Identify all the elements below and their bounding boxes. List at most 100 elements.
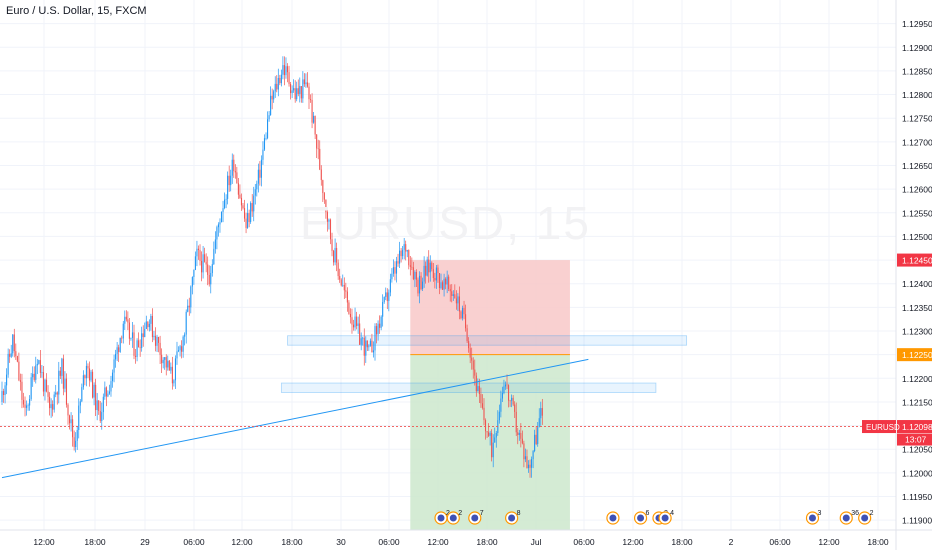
- candle-body: [167, 360, 169, 368]
- candle-body: [214, 239, 216, 249]
- event-markers[interactable]: 22786243362: [434, 510, 874, 525]
- candle-body: [7, 353, 9, 375]
- trendline[interactable]: [1, 358, 589, 479]
- candle-body: [445, 278, 447, 285]
- candle-body: [308, 86, 310, 100]
- candle-body: [399, 250, 401, 264]
- candle-body: [293, 88, 295, 91]
- candle-body: [314, 115, 316, 135]
- candle-body: [460, 311, 462, 319]
- candle-body: [372, 350, 375, 353]
- candle-body: [412, 267, 414, 280]
- candle-body: [465, 314, 467, 329]
- time-tick-label: 06:00: [183, 537, 205, 547]
- candle-body: [16, 356, 18, 362]
- candle-body: [113, 359, 115, 373]
- candle-body: [391, 273, 393, 280]
- candle-body: [535, 434, 537, 445]
- candle-body: [271, 95, 273, 100]
- candle-body: [105, 387, 107, 397]
- candle-body: [333, 250, 335, 263]
- candle-body: [435, 267, 437, 281]
- candle-body: [76, 429, 78, 441]
- candle-body: [512, 397, 514, 405]
- candle-body: [205, 261, 207, 265]
- candle-body: [342, 284, 344, 286]
- zone-rectangle[interactable]: [280, 382, 657, 393]
- time-tick-label: 12:00: [427, 537, 449, 547]
- candle-body: [95, 384, 97, 411]
- position-tool[interactable]: [280, 260, 688, 530]
- candle-body: [121, 337, 123, 339]
- candle-body: [27, 405, 29, 407]
- candle-body: [441, 282, 444, 290]
- candle-body: [268, 115, 270, 120]
- candle-body: [4, 385, 6, 396]
- candle-body: [443, 278, 445, 290]
- candle-body: [483, 407, 485, 421]
- candle-body: [319, 148, 321, 170]
- candle-body: [438, 273, 441, 288]
- zone-rectangle[interactable]: [287, 335, 688, 346]
- candle-body: [425, 265, 427, 276]
- candle-body: [388, 292, 390, 301]
- candle-body: [471, 357, 473, 361]
- candle-body: [352, 324, 355, 328]
- candle-body: [400, 250, 402, 257]
- candle-body: [193, 269, 195, 278]
- candle-body: [202, 254, 204, 273]
- candle-body: [78, 405, 80, 430]
- candle-body: [73, 437, 75, 448]
- candle-body: [478, 386, 480, 395]
- candle-body: [440, 282, 442, 288]
- candle-body: [299, 86, 301, 94]
- candle-body: [128, 322, 130, 339]
- candle-body: [368, 345, 370, 348]
- price-tick-label: 1.12500: [902, 232, 932, 242]
- candle-body: [211, 264, 213, 274]
- candle-body: [164, 357, 166, 360]
- candle-body: [36, 363, 38, 366]
- candle-body: [35, 365, 37, 380]
- candle-body: [541, 408, 543, 416]
- candle-body: [119, 337, 121, 352]
- time-tick-label: 29: [140, 537, 150, 547]
- candle-body: [389, 279, 391, 293]
- candle-body: [362, 337, 364, 339]
- event-flag-inner: [508, 514, 516, 522]
- candle-body: [116, 347, 118, 354]
- candle-body: [136, 340, 138, 357]
- candle-body: [187, 305, 189, 312]
- candle-body: [230, 175, 232, 186]
- candle-body: [168, 360, 170, 371]
- candle-body: [147, 321, 149, 328]
- candle-body: [81, 387, 83, 402]
- candle-body: [181, 346, 183, 352]
- candle-body: [486, 431, 488, 433]
- candle-body: [196, 248, 198, 257]
- price-tick-label: 1.12150: [902, 397, 932, 407]
- candle-body: [406, 250, 408, 252]
- candle-body: [248, 213, 250, 222]
- price-tick-label: 1.12900: [902, 43, 932, 53]
- candle-body: [515, 411, 517, 433]
- candle-body: [107, 393, 109, 397]
- event-flag-inner: [637, 514, 645, 522]
- drawings[interactable]: [0, 358, 896, 479]
- candle-body: [348, 302, 350, 314]
- candle-body: [127, 319, 129, 323]
- price-tick-label: 1.12350: [902, 303, 932, 313]
- candle-body: [217, 224, 219, 228]
- event-count: 8: [517, 510, 521, 517]
- price-axis-label-bg: [897, 253, 932, 267]
- candle-body: [357, 323, 359, 326]
- candle-body: [339, 276, 341, 280]
- countdown-bg: [897, 433, 932, 446]
- candle-body: [491, 432, 493, 458]
- candle-body: [234, 171, 236, 173]
- candle-body: [42, 372, 44, 392]
- candle-body: [247, 213, 249, 228]
- candle-body: [328, 219, 330, 222]
